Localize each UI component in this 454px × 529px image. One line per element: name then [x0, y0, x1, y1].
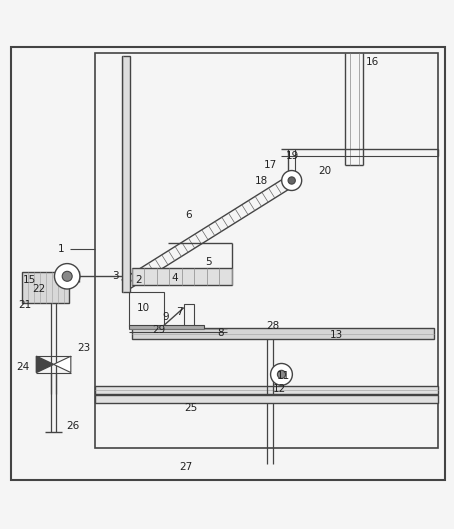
Text: 15: 15 — [23, 276, 36, 285]
Text: 7: 7 — [176, 307, 183, 317]
Bar — [95, 395, 438, 403]
Text: 2: 2 — [135, 276, 142, 285]
Circle shape — [271, 363, 292, 385]
Text: 25: 25 — [184, 403, 197, 413]
Text: 4: 4 — [172, 273, 178, 283]
Circle shape — [277, 370, 286, 378]
Polygon shape — [54, 356, 71, 372]
Text: 11: 11 — [277, 371, 291, 381]
Text: 12: 12 — [272, 385, 286, 394]
Circle shape — [281, 170, 302, 190]
Bar — [122, 56, 130, 291]
Polygon shape — [36, 356, 54, 372]
Bar — [184, 304, 194, 326]
Text: 5: 5 — [206, 257, 212, 267]
Circle shape — [54, 263, 80, 289]
Text: 3: 3 — [113, 271, 119, 281]
Circle shape — [62, 271, 72, 281]
Text: 28: 28 — [266, 321, 279, 331]
Bar — [132, 268, 232, 285]
Text: 18: 18 — [254, 176, 268, 186]
Text: 26: 26 — [66, 421, 79, 431]
Bar — [95, 386, 438, 394]
Text: 9: 9 — [163, 312, 169, 322]
Bar — [129, 325, 204, 329]
Text: 8: 8 — [217, 327, 223, 338]
Text: 23: 23 — [77, 343, 91, 353]
Text: 19: 19 — [286, 151, 300, 160]
Bar — [22, 272, 69, 303]
Text: 24: 24 — [16, 362, 30, 372]
Circle shape — [288, 177, 296, 184]
Text: 29: 29 — [152, 325, 166, 335]
Text: 1: 1 — [58, 244, 64, 253]
Bar — [132, 328, 434, 340]
Text: 22: 22 — [32, 285, 45, 295]
Text: 13: 13 — [329, 330, 343, 340]
Text: 21: 21 — [18, 300, 32, 311]
Text: 17: 17 — [263, 160, 277, 170]
Bar — [95, 53, 438, 449]
Text: 20: 20 — [318, 167, 331, 177]
Bar — [129, 291, 164, 326]
Text: 27: 27 — [179, 461, 193, 471]
Text: 10: 10 — [137, 303, 149, 313]
Text: 16: 16 — [365, 58, 379, 68]
Text: 6: 6 — [185, 209, 192, 220]
